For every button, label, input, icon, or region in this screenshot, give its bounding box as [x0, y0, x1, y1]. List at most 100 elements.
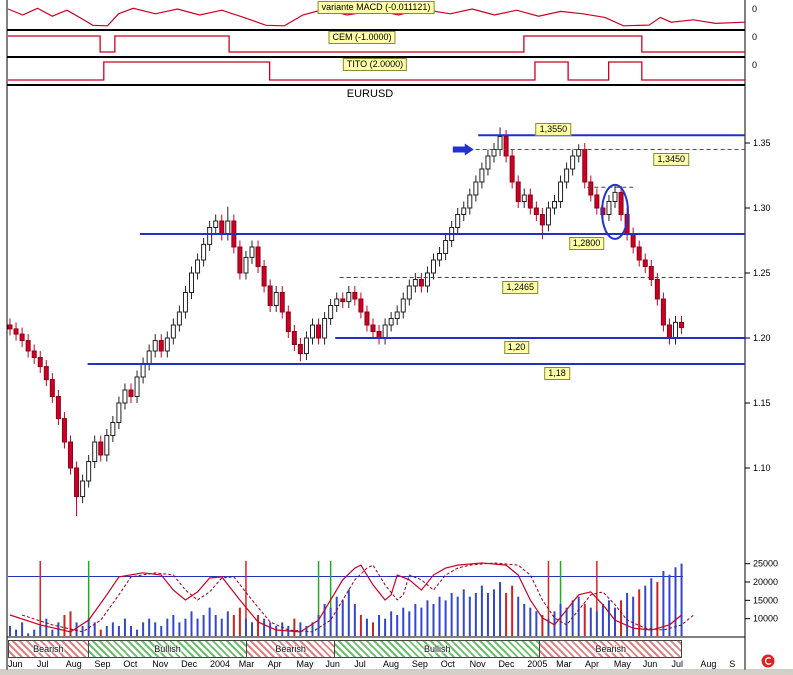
- candle-body: [570, 155, 576, 170]
- candle-body: [340, 298, 346, 303]
- candle-body: [316, 324, 322, 339]
- candle-body: [642, 259, 648, 267]
- candle-body: [503, 136, 509, 157]
- volume-tick-label: 20000: [753, 577, 778, 587]
- candle-body: [104, 435, 110, 456]
- x-axis-month-label: Dec: [181, 659, 198, 669]
- sentiment-segment-label: Bearish: [275, 644, 306, 654]
- candle-body: [467, 194, 473, 209]
- candle-body: [164, 337, 170, 352]
- candle-body: [297, 344, 303, 355]
- logo-icon: [761, 654, 775, 668]
- ellipse-annotation: [601, 183, 629, 240]
- candle-body: [279, 292, 285, 313]
- x-axis-month-label: S: [729, 659, 735, 669]
- candle-body: [322, 318, 328, 339]
- x-axis-month-label: Aug: [383, 659, 399, 669]
- candle-body: [74, 467, 80, 498]
- candle-body: [13, 328, 19, 335]
- candle-body: [201, 243, 207, 261]
- tito-axis-zero: 0: [752, 60, 758, 70]
- candle-body: [564, 168, 570, 183]
- x-axis-month-label: Dec: [498, 659, 515, 669]
- candle-body: [213, 220, 219, 228]
- candle-body: [521, 194, 527, 202]
- x-axis-month-label: Sep: [95, 659, 111, 669]
- sentiment-segment-label: Bearish: [33, 644, 64, 654]
- sentiment-segment-bullish: Bullish: [335, 641, 541, 657]
- x-axis-month-label: May: [614, 659, 632, 669]
- candle-body: [545, 207, 551, 226]
- candle-body: [588, 181, 594, 196]
- candle-body: [412, 279, 418, 287]
- tito-step-line: [8, 61, 745, 81]
- candle-body: [49, 379, 55, 398]
- candle-body: [310, 324, 315, 339]
- macd-axis-zero: 0: [752, 4, 758, 14]
- price-level-label[interactable]: 1,2800: [568, 237, 605, 250]
- candle-body: [140, 363, 146, 378]
- logo-icon-glyph: [764, 657, 772, 665]
- candle-body: [285, 311, 291, 332]
- candle-body: [666, 324, 672, 339]
- y-tick-label: 1.20: [753, 333, 771, 343]
- candle-body: [618, 191, 624, 215]
- candle-body: [612, 191, 618, 202]
- candle-body: [182, 292, 188, 313]
- candle-body: [25, 340, 31, 352]
- x-axis-month-label: Aug: [66, 659, 82, 669]
- x-axis-month-label: 2004: [210, 659, 230, 669]
- x-axis-month-label: Apr: [585, 659, 599, 669]
- candle-body: [352, 292, 358, 300]
- arrow-annotation-icon: [452, 143, 474, 156]
- candle-body: [515, 181, 521, 202]
- x-axis-month-label: Apr: [268, 659, 282, 669]
- volume-tick-label: 10000: [753, 614, 778, 624]
- x-axis-month-label: Oct: [123, 659, 138, 669]
- price-level-label[interactable]: 1,20: [503, 341, 530, 354]
- y-tick-label: 1.35: [753, 138, 771, 148]
- candle-body: [660, 298, 666, 326]
- price-level-label[interactable]: 1,18: [544, 367, 570, 380]
- candle-body: [497, 136, 503, 150]
- macd-panel-label: variante MACD (-0.011121): [317, 1, 435, 14]
- x-axis-month-label: Aug: [700, 659, 716, 669]
- candle-body: [243, 256, 249, 274]
- candle-body: [443, 240, 449, 254]
- candle-body: [146, 350, 152, 365]
- candle-body: [648, 266, 654, 280]
- candle-body: [237, 246, 243, 274]
- symbol-title: EURUSD: [346, 88, 394, 100]
- volume-tick-label: 25000: [753, 559, 778, 569]
- sentiment-segment-bearish: Bearish: [540, 641, 681, 657]
- candle-body: [485, 155, 491, 170]
- candle-body: [654, 279, 660, 300]
- x-axis-month-label: Jun: [325, 659, 340, 669]
- candle-body: [92, 441, 98, 462]
- candle-body: [207, 227, 213, 245]
- candle-body: [152, 340, 158, 352]
- candle-body: [509, 155, 515, 183]
- candle-body: [388, 318, 394, 326]
- window-bottom-edge: [0, 670, 793, 675]
- candle-body: [346, 292, 352, 303]
- candle-body: [491, 149, 497, 157]
- price-level-label[interactable]: 1,3550: [535, 122, 572, 136]
- candle-body: [122, 389, 128, 404]
- y-tick-label: 1.15: [753, 398, 771, 408]
- candle-body: [7, 324, 13, 330]
- candle-body: [43, 366, 49, 381]
- candle-body: [134, 376, 140, 397]
- price-level-label[interactable]: 1,2465: [502, 280, 538, 294]
- x-axis-month-label: Jul: [37, 659, 49, 669]
- price-level-label[interactable]: 1,3450: [653, 152, 690, 166]
- candle-body: [406, 285, 412, 300]
- candle-body: [606, 201, 612, 215]
- candle-body: [86, 461, 92, 482]
- candle-body: [189, 272, 194, 293]
- cem-step-line: [8, 35, 745, 53]
- candle-body: [158, 340, 164, 352]
- candle-body: [539, 214, 545, 226]
- candle-body: [195, 259, 201, 274]
